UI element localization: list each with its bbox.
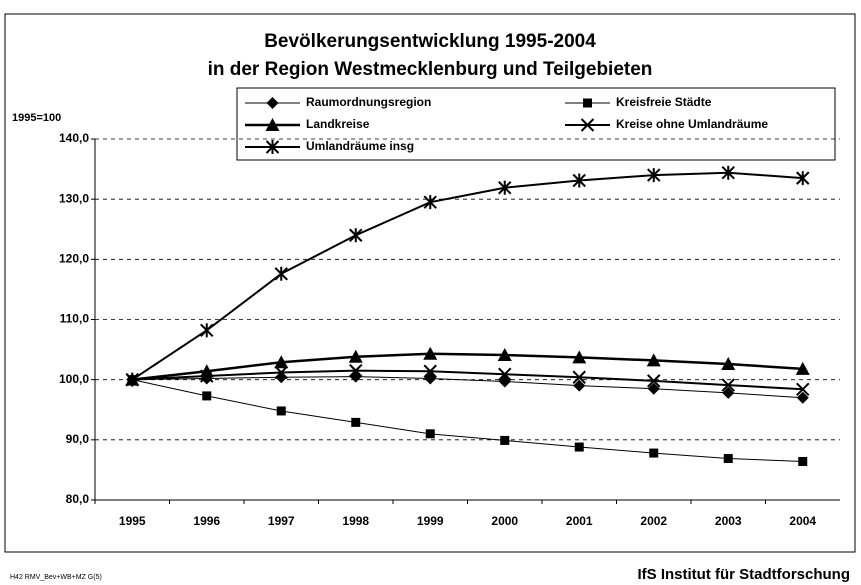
x-tick-label: 1999 (417, 514, 444, 528)
y-tick-label: 110,0 (60, 312, 90, 326)
marker (583, 98, 592, 108)
x-tick-label: 2002 (640, 514, 667, 528)
legend (236, 87, 836, 161)
marker (723, 453, 733, 463)
marker (274, 355, 289, 369)
footer-right: IfS Institut für Stadtforschung (638, 566, 850, 583)
marker (572, 350, 587, 364)
marker (721, 165, 735, 180)
marker (721, 378, 735, 392)
legend-label: Landkreise (306, 117, 370, 131)
y-tick-label: 140,0 (59, 131, 89, 145)
marker (423, 364, 437, 378)
marker (351, 417, 361, 427)
marker (572, 370, 586, 384)
marker (646, 353, 661, 367)
marker (348, 349, 363, 363)
marker (580, 118, 595, 132)
marker (425, 429, 435, 439)
marker (200, 369, 214, 383)
marker (721, 357, 736, 371)
marker (573, 379, 586, 392)
marker (574, 442, 584, 452)
x-tick-label: 1997 (268, 514, 295, 528)
marker (497, 347, 512, 361)
marker (796, 382, 810, 397)
series-line (132, 379, 803, 462)
marker (647, 382, 660, 395)
footer-left: H42 RMV_Bev+WB+MZ G(5) (10, 574, 102, 581)
legend-marker (580, 118, 595, 132)
series-line (132, 352, 803, 381)
marker (274, 266, 288, 281)
marker (349, 363, 363, 378)
marker (200, 323, 214, 338)
y-tick-label: 80,0 (66, 492, 90, 506)
legend-label: Kreise ohne Umlandräume (616, 117, 768, 131)
marker (649, 448, 659, 458)
y-tick-label: 120,0 (59, 252, 89, 266)
marker (266, 97, 279, 109)
x-tick-label: 2003 (715, 514, 742, 528)
marker (647, 374, 661, 388)
legend-marker (266, 97, 279, 109)
marker (423, 195, 437, 210)
chart-subtitle: in der Region Westmecklenburg und Teilge… (208, 59, 653, 80)
marker (500, 435, 510, 445)
y-tick-label: 130,0 (59, 191, 89, 205)
x-tick-label: 2000 (491, 514, 518, 528)
series-line (131, 171, 803, 381)
marker (498, 180, 512, 195)
marker (722, 386, 735, 399)
marker (265, 140, 280, 154)
marker (796, 391, 809, 404)
marker (647, 168, 661, 183)
legend-label: Umlandräume insg (306, 139, 414, 153)
x-tick-label: 1995 (119, 514, 146, 528)
legend-marker (265, 118, 280, 131)
marker (572, 173, 586, 188)
x-tick-label: 1996 (193, 514, 220, 528)
marker (498, 367, 512, 381)
legend-marker (583, 98, 592, 108)
marker (795, 361, 810, 375)
marker (276, 406, 286, 416)
marker (798, 456, 808, 466)
series-line (132, 376, 803, 399)
marker (796, 171, 810, 186)
y-tick-label: 100,0 (59, 372, 89, 386)
x-tick-label: 2001 (566, 514, 593, 528)
marker (265, 118, 280, 131)
legend-label: Kreisfreie Städte (616, 95, 712, 109)
x-tick-label: 1998 (342, 514, 369, 528)
y-tick-label: 90,0 (66, 432, 90, 446)
marker (199, 364, 214, 378)
marker (274, 365, 288, 380)
marker (125, 372, 139, 387)
legend-label: Raumordnungsregion (306, 95, 431, 109)
legend-marker (265, 140, 280, 154)
series-line (132, 369, 803, 391)
y-axis-label: 1995=100 (12, 112, 61, 124)
x-tick-label: 2004 (789, 514, 816, 528)
marker (423, 346, 438, 360)
chart-title: Bevölkerungsentwicklung 1995-2004 (264, 31, 596, 52)
marker (202, 391, 212, 401)
marker (349, 228, 363, 243)
